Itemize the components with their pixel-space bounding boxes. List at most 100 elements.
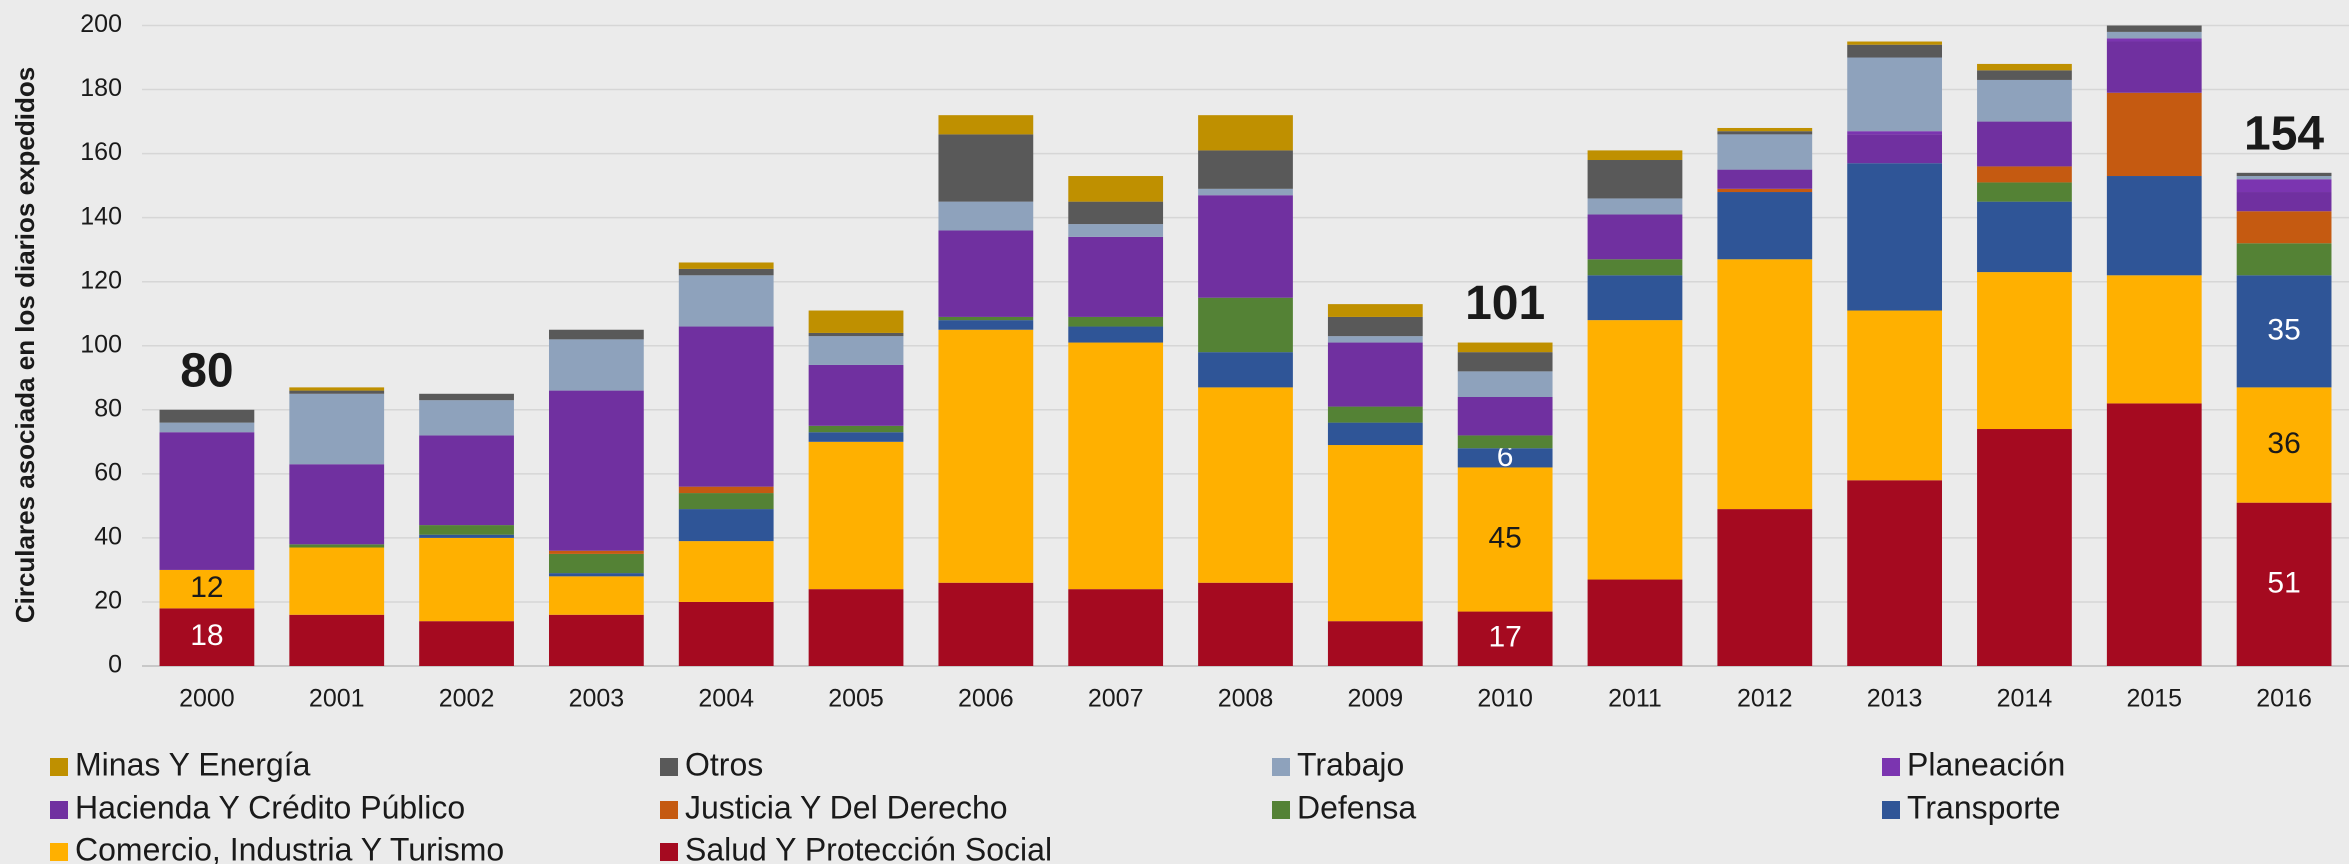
bar-segment xyxy=(1068,589,1164,666)
data-label: 12 xyxy=(190,571,223,604)
bar-segment xyxy=(2236,172,2332,177)
x-tick-label: 2005 xyxy=(828,685,884,713)
bar-segment xyxy=(808,425,904,433)
bar-segment xyxy=(419,534,514,538)
bar-segment xyxy=(1198,297,1293,353)
legend-label: Otros xyxy=(685,746,763,782)
legend-label: Comercio, Industria Y Turismo xyxy=(75,831,504,864)
bar-segment xyxy=(1587,579,1683,666)
bar-segment xyxy=(1977,63,2072,71)
legend-label: Trabajo xyxy=(1297,746,1404,782)
bar-segment xyxy=(1587,150,1683,161)
data-label: 51 xyxy=(2267,566,2300,599)
legend-swatch xyxy=(660,758,678,776)
bar-segment xyxy=(1847,310,1943,481)
bar-segment xyxy=(289,393,385,465)
bar-segment xyxy=(1068,236,1164,317)
bar-segment xyxy=(2106,275,2202,404)
legend-swatch xyxy=(50,801,68,819)
bar-segment xyxy=(1068,342,1164,590)
bar-segment xyxy=(419,537,514,622)
y-axis-title: Circulares asociada en los diarios exped… xyxy=(10,67,40,623)
x-tick-label: 2003 xyxy=(569,685,625,713)
bar-segment xyxy=(1327,336,1423,343)
bar-segment xyxy=(1198,352,1293,388)
bar-segment xyxy=(1198,150,1293,189)
bar-segment xyxy=(1977,121,2072,167)
bar-segment xyxy=(1977,429,2072,666)
bar-segment xyxy=(1068,224,1164,237)
x-tick-label: 2016 xyxy=(2256,685,2312,713)
bar-segment xyxy=(289,614,385,666)
bar-segment xyxy=(2236,387,2332,503)
data-label: 36 xyxy=(2267,427,2300,460)
x-tick-label: 2012 xyxy=(1737,685,1793,713)
bar-segment xyxy=(1587,198,1683,215)
bar-segment xyxy=(1457,342,1553,353)
bar-segment xyxy=(2236,192,2332,212)
bar-segment xyxy=(289,464,385,545)
bar-segment xyxy=(678,268,774,276)
bar-segment xyxy=(159,422,255,433)
bar-segment xyxy=(1327,316,1423,337)
bar-segment xyxy=(938,582,1034,666)
legend-swatch xyxy=(1882,758,1900,776)
legend-label: Transporte xyxy=(1907,789,2061,825)
y-tick-label: 0 xyxy=(108,651,122,679)
bar-segment xyxy=(548,576,644,615)
bar-segment xyxy=(1457,467,1553,612)
bar-segment xyxy=(938,316,1034,321)
bar-segment xyxy=(678,486,774,494)
bar-segment xyxy=(159,409,255,423)
data-label: 18 xyxy=(190,619,223,652)
y-tick-label: 40 xyxy=(94,523,122,551)
bar-segment xyxy=(1847,134,1943,164)
legend-swatch xyxy=(660,843,678,861)
bar-segment xyxy=(1977,70,2072,80)
bar-segment xyxy=(1977,79,2072,122)
bar-segment xyxy=(1847,480,1943,666)
legend-label: Planeación xyxy=(1907,746,2065,782)
bar-segment xyxy=(1717,131,1813,135)
bar-segment xyxy=(419,393,514,401)
x-tick-label: 2007 xyxy=(1088,685,1144,713)
y-tick-label: 160 xyxy=(80,138,122,166)
bar-segment xyxy=(419,435,514,526)
bar-segment xyxy=(2106,92,2202,177)
bar-segment xyxy=(548,550,644,554)
bar-segment xyxy=(678,541,774,602)
bar-segment xyxy=(678,326,774,487)
bar-segment xyxy=(159,569,255,609)
bar-segment xyxy=(548,553,644,574)
bar-segment xyxy=(808,432,904,442)
legend-label: Salud Y Protección Social xyxy=(685,831,1052,864)
data-label: 35 xyxy=(2267,313,2300,346)
x-tick-label: 2010 xyxy=(1477,685,1533,713)
legend-swatch xyxy=(1882,801,1900,819)
bar-segment xyxy=(1977,182,2072,202)
bar-segment xyxy=(1198,195,1293,298)
bar-segment xyxy=(938,320,1034,330)
bar-segment xyxy=(289,544,385,548)
total-label: 80 xyxy=(180,344,233,397)
x-tick-label: 2009 xyxy=(1348,685,1404,713)
legend-swatch xyxy=(660,801,678,819)
bar-segment xyxy=(419,525,514,535)
legend-label: Justicia Y Del Derecho xyxy=(685,789,1008,825)
bar-segment xyxy=(1977,201,2072,273)
bar-segment xyxy=(1457,435,1553,449)
bar-segment xyxy=(419,621,514,666)
bar-segment xyxy=(1457,611,1553,666)
legend-swatch xyxy=(1272,758,1290,776)
legend-swatch xyxy=(50,843,68,861)
bar-segment xyxy=(289,387,385,391)
bar-segment xyxy=(2236,176,2332,180)
bar-segment xyxy=(1717,192,1813,260)
bar-segment xyxy=(1327,445,1423,622)
bar-segment xyxy=(289,390,385,394)
bar-segment xyxy=(1717,169,1813,189)
x-tick-label: 2008 xyxy=(1218,685,1274,713)
bar-segment xyxy=(678,509,774,542)
